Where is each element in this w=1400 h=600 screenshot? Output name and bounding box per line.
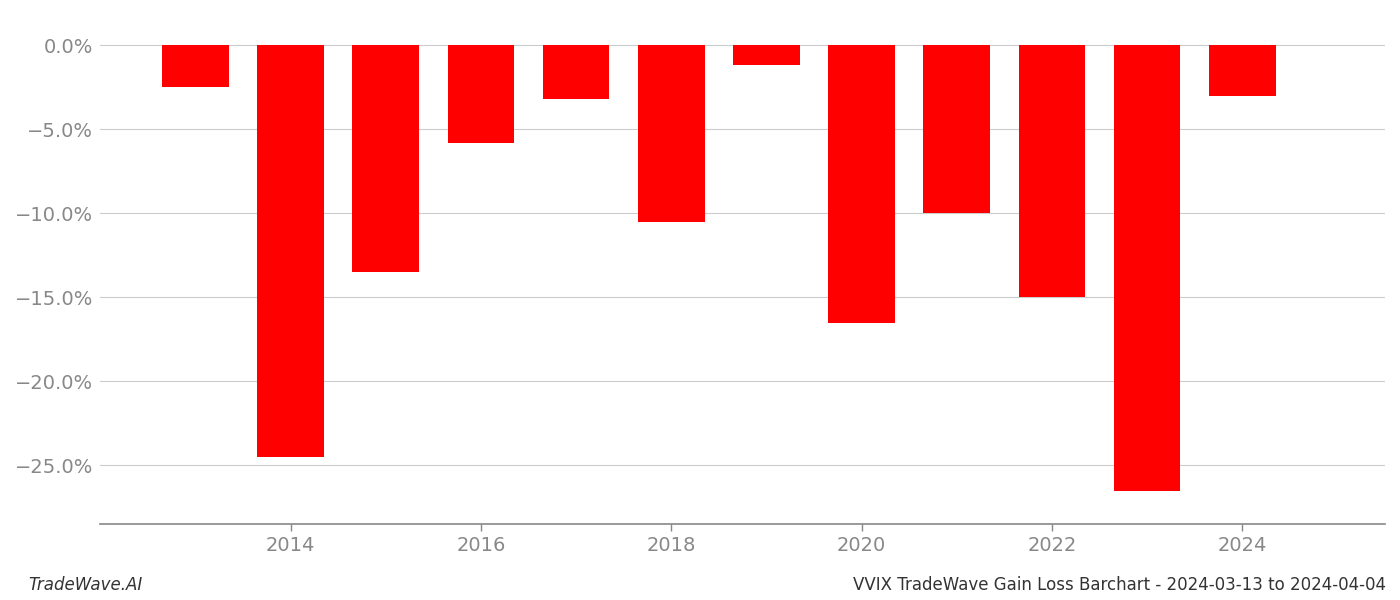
Bar [1114,45,1180,491]
Bar [638,45,704,222]
Bar [924,45,990,214]
Bar [448,45,514,143]
Text: VVIX TradeWave Gain Loss Barchart - 2024-03-13 to 2024-04-04: VVIX TradeWave Gain Loss Barchart - 2024… [853,576,1386,594]
Bar [162,45,228,87]
Bar [829,45,895,323]
Text: TradeWave.AI: TradeWave.AI [28,576,143,594]
Bar [1019,45,1085,298]
Bar [258,45,323,457]
Bar [734,45,799,65]
Bar [353,45,419,272]
Bar [543,45,609,99]
Bar [1210,45,1275,95]
